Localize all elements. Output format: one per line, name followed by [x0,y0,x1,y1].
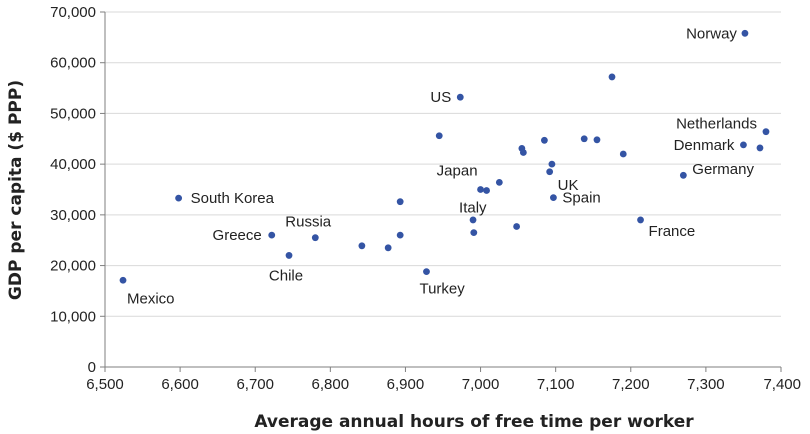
y-axis-title: GDP per capita ($ PPP) [6,80,26,300]
point-label-italy: Italy [459,200,487,217]
data-point-5 [580,135,588,143]
y-tick-label-6: 60,000 [50,55,96,72]
x-tick-label-1: 6,600 [161,376,199,393]
y-tick-label-1: 10,000 [50,308,96,325]
data-point-6 [593,136,601,144]
point-label-uk: UK [558,177,579,194]
y-tick-label-0: 0 [88,359,96,376]
y-tick-label-2: 20,000 [50,258,96,275]
data-point-1 [456,93,464,101]
data-point-16 [495,179,503,186]
point-label-spain: Spain [562,190,600,207]
data-point-20 [175,194,183,202]
point-label-russia: Russia [285,214,332,231]
point-label-turkey: Turkey [419,281,465,298]
x-tick-label-5: 7,000 [462,376,500,393]
y-tick-label-3: 30,000 [50,207,96,224]
data-point-22 [469,216,477,224]
data-point-7 [762,128,770,136]
point-label-france: France [649,223,696,240]
data-point-32 [423,268,430,276]
y-tick-label-5: 50,000 [50,105,96,122]
x-tick-label-9: 7,400 [763,376,801,393]
point-label-japan: Japan [437,163,478,180]
point-label-mexico: Mexico [127,290,175,307]
y-tick-label-7: 70,000 [50,4,96,21]
x-tick-label-7: 7,200 [612,376,650,393]
y-tick-label-4: 40,000 [50,156,96,173]
data-point-3 [435,132,443,140]
data-point-29 [358,242,366,250]
point-label-us: US [430,89,451,106]
x-tick-label-6: 7,100 [537,376,575,393]
x-tick-label-0: 6,500 [86,376,124,393]
data-points [119,29,770,284]
data-point-30 [384,244,392,252]
x-tick-label-3: 6,800 [312,376,350,393]
point-label-chile: Chile [269,267,303,284]
axes [104,12,781,368]
data-point-23 [637,216,644,224]
data-point-18 [483,187,490,194]
data-point-17 [477,186,484,193]
x-tick-label-8: 7,300 [687,376,725,393]
point-label-denmark: Denmark [674,137,735,154]
data-point-2 [608,73,616,81]
data-point-15 [679,171,687,179]
x-axis-title: Average annual hours of free time per wo… [254,412,694,432]
data-point-28 [311,234,319,242]
data-point-4 [541,136,548,144]
data-point-0 [741,29,749,37]
point-label-norway: Norway [686,25,737,42]
data-point-14 [546,168,554,176]
gridlines [105,11,781,317]
point-labels: Norway US Netherlands Denmark Germany UK Japan… [127,25,757,307]
point-label-germany: Germany [692,161,754,178]
data-point-10 [619,150,627,158]
x-axis-ticks: 6,500 6,600 6,700 6,800 6,900 7,000 7,100 7,200… [86,367,801,393]
point-label-south-korea: South Korea [191,190,275,207]
x-tick-label-4: 6,900 [387,376,425,393]
data-point-19 [550,194,557,202]
data-point-24 [513,223,521,230]
data-point-26 [396,231,404,239]
data-point-12 [519,149,527,156]
data-point-33 [119,276,127,284]
data-point-13 [548,160,556,168]
y-axis-ticks: 0 10,000 20,000 30,000 40,000 50,000 60,000 70,… [50,4,105,376]
point-label-netherlands: Netherlands [676,116,757,133]
point-label-greece: Greece [213,227,262,244]
data-point-9 [756,144,764,152]
data-point-21 [396,198,404,206]
data-point-27 [268,231,276,239]
x-tick-label-2: 6,700 [236,376,274,393]
data-point-31 [285,252,293,259]
data-point-25 [470,229,478,237]
data-point-8 [740,141,747,149]
